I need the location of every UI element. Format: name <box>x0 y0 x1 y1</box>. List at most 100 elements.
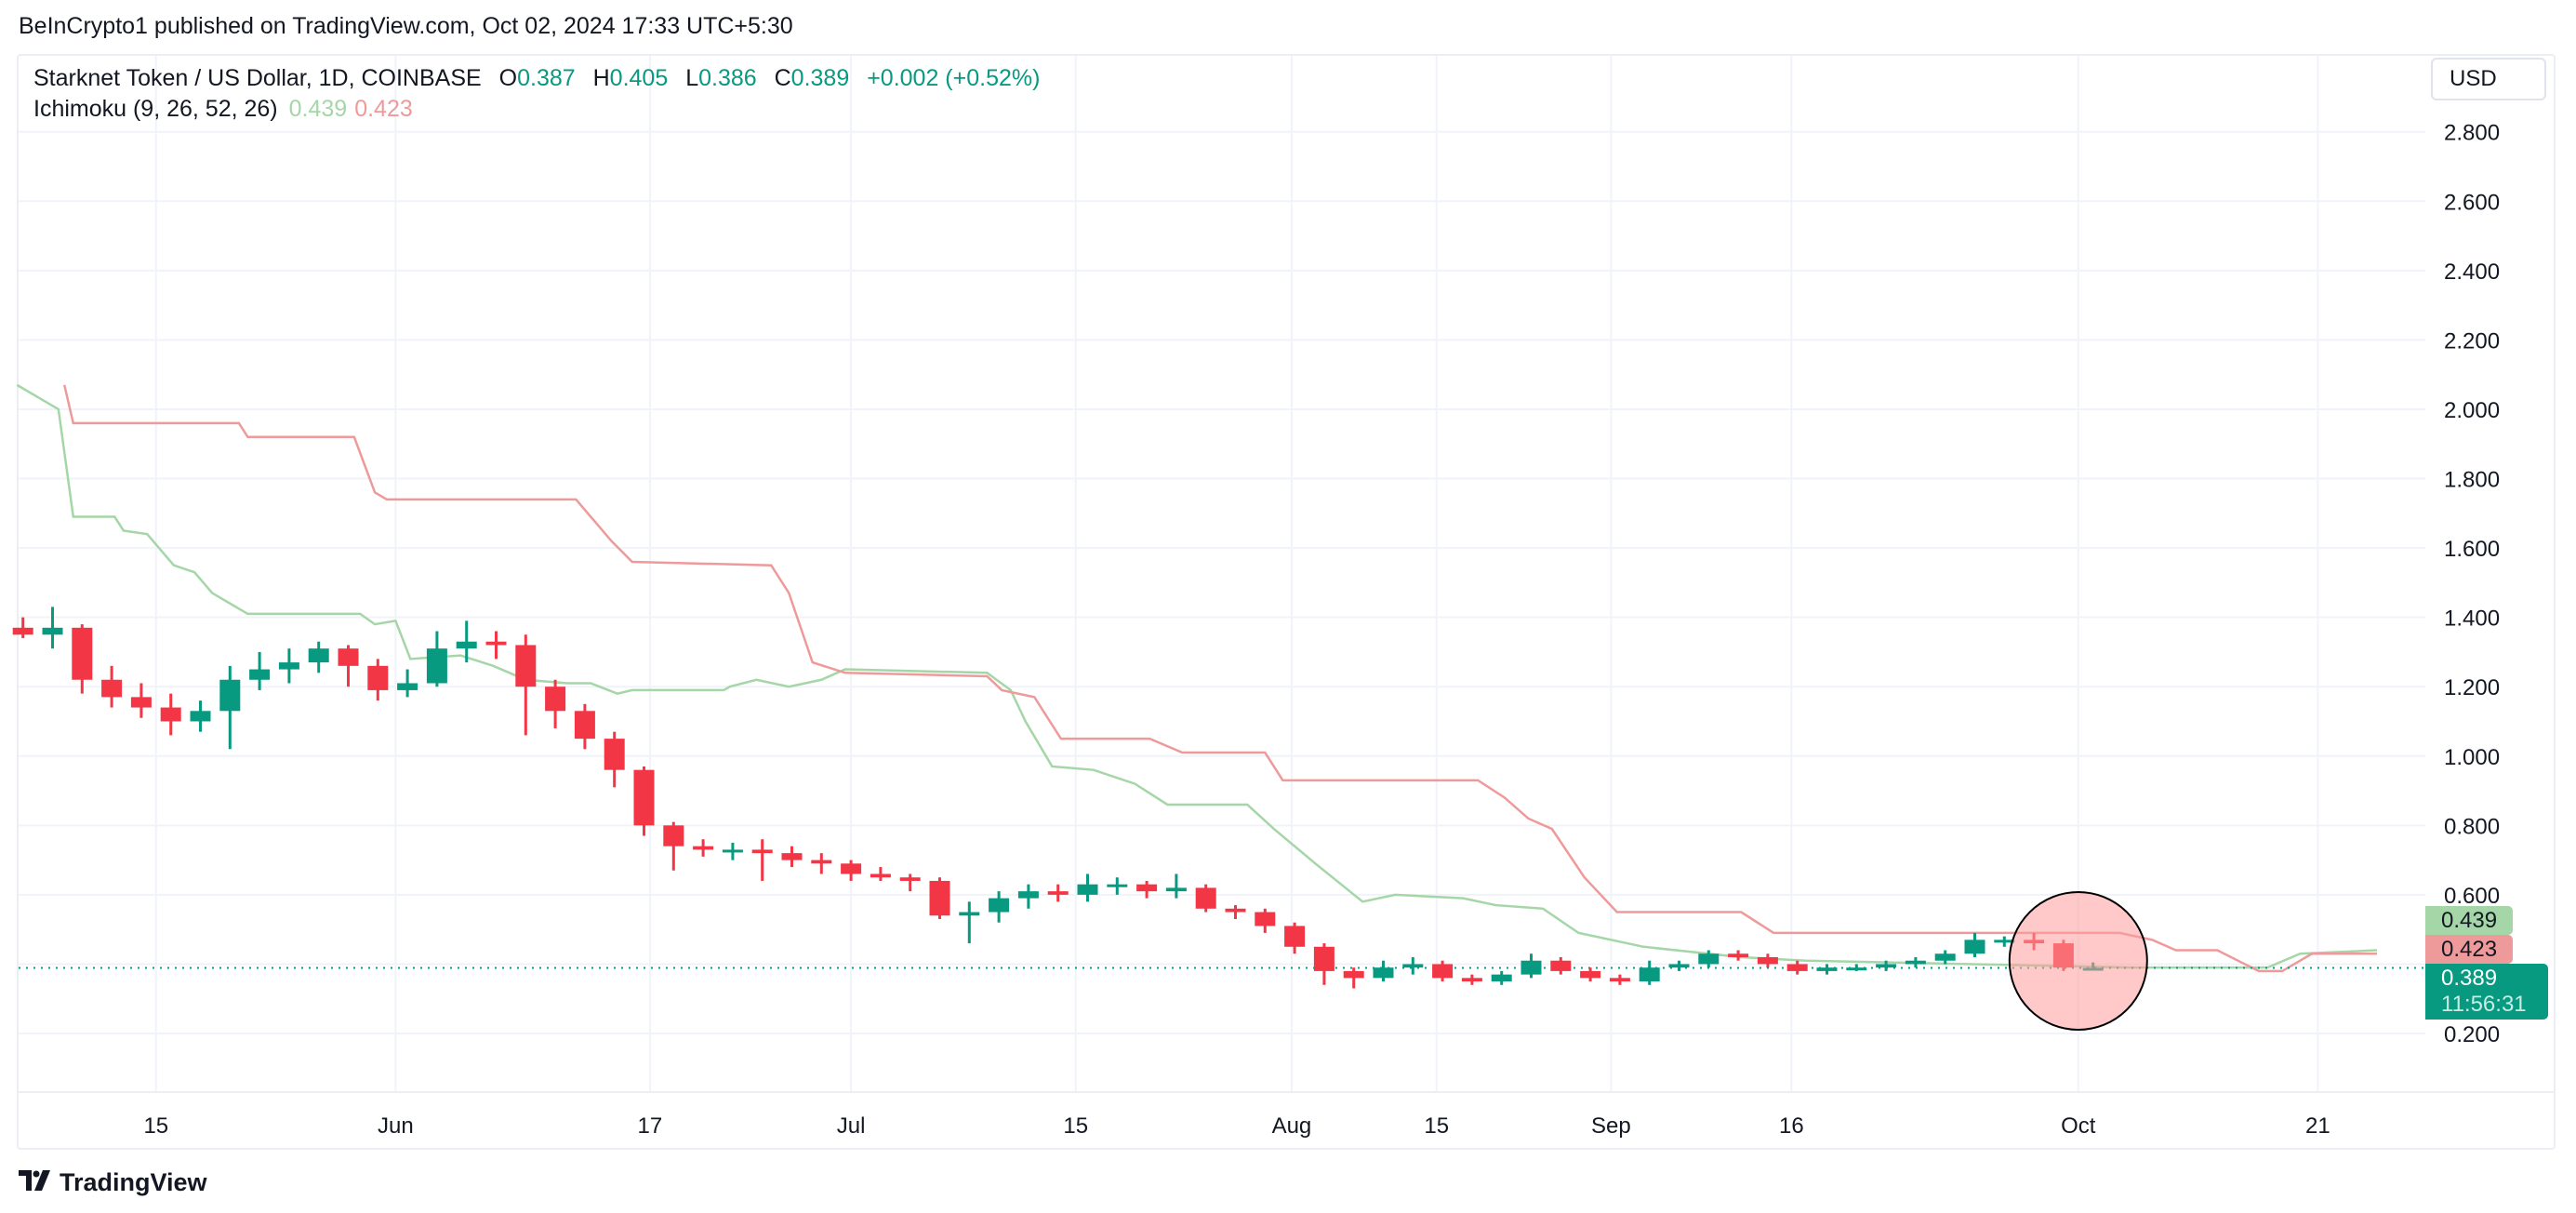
close-value: 0.389 <box>790 65 850 91</box>
bullish-candle <box>1698 950 1720 968</box>
price-tick-label: 2.000 <box>2444 398 2500 423</box>
bearish-candle <box>633 766 655 836</box>
bullish-candle <box>959 901 980 944</box>
low-value: 0.386 <box>698 65 757 91</box>
change-value: +0.002 (+0.52%) <box>867 65 1041 91</box>
candle-body <box>1550 960 1572 971</box>
candle-body <box>1284 926 1306 947</box>
bearish-candle <box>72 624 93 694</box>
candle-body <box>1728 953 1749 957</box>
candle-body <box>959 912 980 916</box>
candle-body <box>989 898 1010 913</box>
tradingview-logo[interactable]: TradingView <box>19 1167 207 1197</box>
candle-body <box>72 627 93 680</box>
candle-body <box>811 860 832 864</box>
candle-body <box>1313 946 1334 971</box>
currency-button[interactable]: USD <box>2431 58 2546 100</box>
bullish-candle <box>1668 960 1690 971</box>
bearish-candle <box>1225 905 1246 919</box>
candle-body <box>1107 884 1128 887</box>
bearish-candle <box>101 665 123 708</box>
bullish-candle <box>1077 873 1098 902</box>
bearish-candle <box>1047 884 1069 902</box>
bearish-candle <box>1432 960 1454 982</box>
last-price-tag: 0.389 11:56:31 <box>2425 964 2548 1020</box>
close-label: C <box>774 65 791 91</box>
bullish-candle <box>1165 873 1187 899</box>
bearish-candle <box>1757 953 1778 968</box>
bar-countdown: 11:56:31 <box>2441 992 2527 1017</box>
candle-body <box>1934 953 1956 961</box>
ichimoku-line <box>16 383 2378 969</box>
span-b-value: 0.423 <box>354 96 413 122</box>
time-tick-label: 15 <box>143 1113 168 1139</box>
candle-body <box>1195 887 1216 909</box>
bearish-candle <box>515 634 537 736</box>
price-tick-label: 2.400 <box>2444 260 2500 285</box>
candle-body <box>929 880 950 916</box>
candle-body <box>781 853 803 860</box>
bearish-candle <box>899 873 921 892</box>
candle-body <box>1165 887 1187 892</box>
candle-body <box>1876 964 1897 968</box>
bullish-candle <box>278 648 299 684</box>
bearish-candle <box>367 659 389 701</box>
tradingview-logo-text: TradingView <box>60 1167 207 1196</box>
bullish-candle <box>1639 960 1660 985</box>
price-tick-label: 2.800 <box>2444 121 2500 146</box>
candle-body <box>1846 967 1867 971</box>
time-tick-label: Jun <box>378 1113 414 1139</box>
candle-body <box>1905 960 1926 965</box>
bearish-candle <box>485 631 507 660</box>
bearish-candle <box>1461 974 1482 985</box>
span-a-value: 0.439 <box>288 96 348 122</box>
time-tick-label: Jul <box>837 1113 866 1139</box>
candle-body <box>633 769 655 826</box>
bullish-candle <box>42 606 63 649</box>
high-label: H <box>592 65 610 91</box>
time-tick-label: 15 <box>1424 1113 1449 1139</box>
candle-body <box>426 648 447 684</box>
span-b-price-tag: 0.423 <box>2425 935 2513 964</box>
candle-body <box>338 648 359 666</box>
bullish-candle <box>1017 884 1039 909</box>
price-tick-label: 1.200 <box>2444 675 2500 700</box>
indicator-legend[interactable]: Ichimoku (9, 26, 52, 26) 0.439 0.423 <box>33 96 413 123</box>
bearish-candle <box>130 683 152 718</box>
symbol-legend[interactable]: Starknet Token / US Dollar, 1D, COINBASE… <box>33 65 1040 92</box>
time-tick-label: Aug <box>1272 1113 1312 1139</box>
candle-body <box>870 873 891 878</box>
candle-body <box>249 669 271 680</box>
open-value: 0.387 <box>517 65 576 91</box>
candle-body <box>397 683 418 690</box>
bullish-candle <box>1846 964 1867 971</box>
candle-body <box>899 877 921 881</box>
candle-body <box>456 641 477 649</box>
bearish-candle <box>1136 880 1158 899</box>
symbol-name: Starknet Token / US Dollar, 1D, COINBASE <box>33 65 482 91</box>
time-axis[interactable]: 15 Jun 17 Jul 15 Aug 15 Sep 16 Oct 21 <box>143 1113 2330 1139</box>
price-tick-label: 1.400 <box>2444 606 2500 632</box>
price-tick-label: 1.000 <box>2444 745 2500 770</box>
candle-body <box>190 711 211 722</box>
bullish-candle <box>1876 960 1897 971</box>
candle-body <box>219 679 241 712</box>
bullish-candle <box>989 891 1010 923</box>
bearish-candle <box>1728 950 1749 961</box>
bullish-candle <box>219 665 241 750</box>
candle-body <box>1077 884 1098 895</box>
bearish-candle <box>545 679 566 728</box>
candle-body <box>751 849 773 854</box>
candle-body <box>12 627 33 635</box>
bullish-candle <box>426 631 447 687</box>
bearish-candle <box>12 617 33 639</box>
candle-body <box>1964 940 1985 954</box>
bullish-candle <box>1491 970 1512 985</box>
candle-body <box>1461 978 1482 982</box>
candle-body <box>1994 940 2015 943</box>
candle-body <box>693 846 714 850</box>
bearish-candle <box>1550 956 1572 975</box>
price-axis[interactable]: 2.800 2.600 2.400 2.200 2.000 1.800 1.600 1.400… <box>2444 121 2500 1047</box>
bearish-candle <box>604 731 625 788</box>
